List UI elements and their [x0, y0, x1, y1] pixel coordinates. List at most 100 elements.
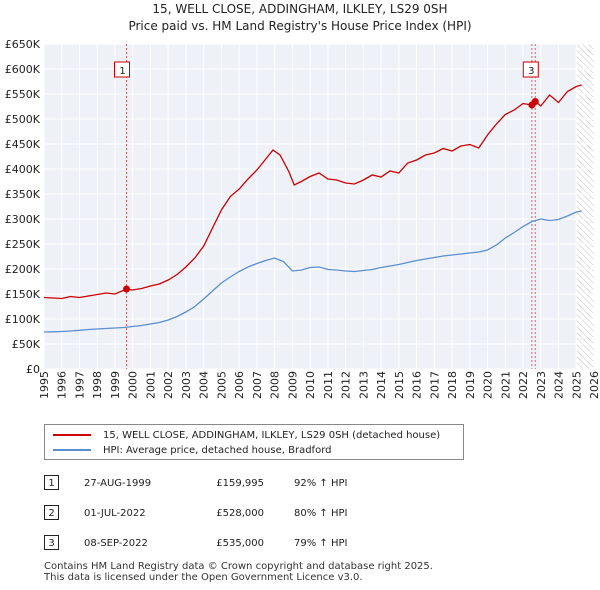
future-hatch	[576, 61, 594, 80]
footer: Contains HM Land Registry data © Crown c…	[44, 561, 433, 583]
transaction-date: 27-AUG-1999	[84, 478, 152, 489]
future-hatch	[576, 271, 594, 290]
chart-title: 15, WELL CLOSE, ADDINGHAM, ILKLEY, LS29 …	[152, 2, 447, 16]
x-tick-label: 2017	[428, 371, 441, 399]
transaction-date: 01-JUL-2022	[84, 508, 146, 519]
future-hatch	[576, 355, 590, 369]
transaction-number: 1	[44, 475, 59, 490]
future-hatch	[576, 175, 594, 194]
x-tick-label: 2016	[411, 371, 424, 399]
series-line-property	[43, 84, 582, 300]
transaction-price: £528,000	[216, 508, 264, 519]
transaction-price: £535,000	[216, 538, 264, 549]
y-tick-label: £250K	[5, 238, 41, 251]
future-hatch	[576, 121, 594, 140]
x-tick-label: 2012	[340, 371, 353, 399]
future-hatch	[576, 313, 594, 332]
y-tick-label: £0	[26, 363, 40, 376]
x-tick-label: 2014	[375, 371, 388, 399]
future-region	[576, 44, 594, 369]
future-hatch	[581, 44, 594, 56]
x-tick-label: 2026	[588, 371, 600, 399]
future-hatch	[576, 325, 594, 344]
legend: 15, WELL CLOSE, ADDINGHAM, ILKLEY, LS29 …	[44, 424, 464, 460]
future-hatch	[576, 26, 594, 44]
x-tick-label: 2007	[251, 371, 264, 399]
y-tick-label: £550K	[5, 88, 41, 101]
plot-area: 1 3 £0 £50K £100K £150K £200K £250K £300K £350K £4…	[5, 14, 600, 399]
x-tick-label: 2002	[162, 371, 175, 399]
future-hatch	[576, 181, 594, 200]
x-tick-label: 2021	[499, 371, 512, 399]
chart-subtitle: Price paid vs. HM Land Registry's House …	[128, 19, 471, 33]
x-tick-label: 2006	[233, 371, 246, 399]
x-tick-label: 2015	[393, 371, 406, 399]
x-tick-label: 2019	[464, 371, 477, 399]
future-hatch	[576, 133, 594, 152]
y-tick-label: £350K	[5, 188, 41, 201]
future-hatch	[576, 349, 594, 368]
x-tick-label: 2018	[446, 371, 459, 399]
x-tick-label: 2001	[144, 371, 157, 399]
event-box	[114, 61, 130, 78]
legend-label-hpi: HPI: Average price, detached house, Brad…	[103, 445, 332, 456]
x-tick-label: 2024	[553, 371, 566, 399]
x-tick-label: 2023	[535, 371, 548, 399]
y-tick-label: £300K	[5, 213, 41, 226]
future-hatch	[576, 91, 594, 110]
future-hatch	[576, 295, 594, 314]
future-hatch	[587, 44, 594, 50]
x-tick-label: 2020	[482, 371, 495, 399]
y-tick-label: £500K	[5, 113, 41, 126]
table-row: 1 27-AUG-1999 £159,995 92% ↑ HPI	[44, 474, 584, 494]
series-line-hpi	[43, 210, 582, 333]
future-hatch	[576, 337, 594, 356]
future-hatch	[576, 163, 594, 182]
transaction-price: £159,995	[216, 478, 264, 489]
legend-swatch-property	[53, 434, 91, 436]
future-hatch	[576, 55, 594, 74]
table-row: 2 01-JUL-2022 £528,000 80% ↑ HPI	[44, 504, 584, 524]
future-hatch	[576, 307, 594, 326]
legend-swatch-hpi	[53, 449, 91, 451]
future-hatch	[576, 127, 594, 146]
future-hatch	[576, 73, 594, 92]
table-row: 3 08-SEP-2022 £535,000 79% ↑ HPI	[44, 534, 584, 554]
future-hatch	[576, 97, 594, 116]
y-tick-label: £400K	[5, 163, 41, 176]
future-hatch	[576, 14, 594, 32]
x-tick-label: 2008	[269, 371, 282, 399]
x-tick-label: 1996	[56, 371, 69, 399]
future-hatch	[576, 361, 584, 369]
future-hatch	[576, 20, 594, 38]
x-tick-label: 2000	[127, 371, 140, 399]
sale-marker	[531, 98, 539, 105]
x-tick-label: 2005	[215, 371, 228, 399]
event-box-label: 3	[528, 66, 534, 77]
future-hatch	[576, 145, 594, 164]
future-hatch	[576, 85, 594, 104]
future-hatch	[576, 289, 594, 308]
transaction-hpi: 92% ↑ HPI	[294, 478, 348, 489]
future-hatch	[576, 157, 594, 176]
future-hatch	[576, 229, 594, 248]
y-tick-label: £100K	[5, 313, 41, 326]
transaction-hpi: 80% ↑ HPI	[294, 508, 348, 519]
future-hatch	[576, 277, 594, 296]
future-hatch	[576, 241, 594, 260]
y-tick-label: £600K	[5, 63, 41, 76]
future-hatch	[576, 44, 594, 62]
transaction-number: 3	[44, 535, 59, 550]
y-tick-label: £450K	[5, 138, 41, 151]
future-hatch	[576, 199, 594, 218]
sale-marker	[123, 285, 130, 293]
future-hatch	[576, 211, 594, 230]
future-hatch	[576, 247, 594, 266]
y-tick-label: £150K	[5, 288, 41, 301]
y-tick-label: £650K	[5, 38, 41, 51]
x-tick-label: 1999	[109, 371, 122, 399]
future-hatch	[576, 151, 594, 170]
future-hatch	[576, 235, 594, 254]
y-tick-label: £200K	[5, 263, 41, 276]
